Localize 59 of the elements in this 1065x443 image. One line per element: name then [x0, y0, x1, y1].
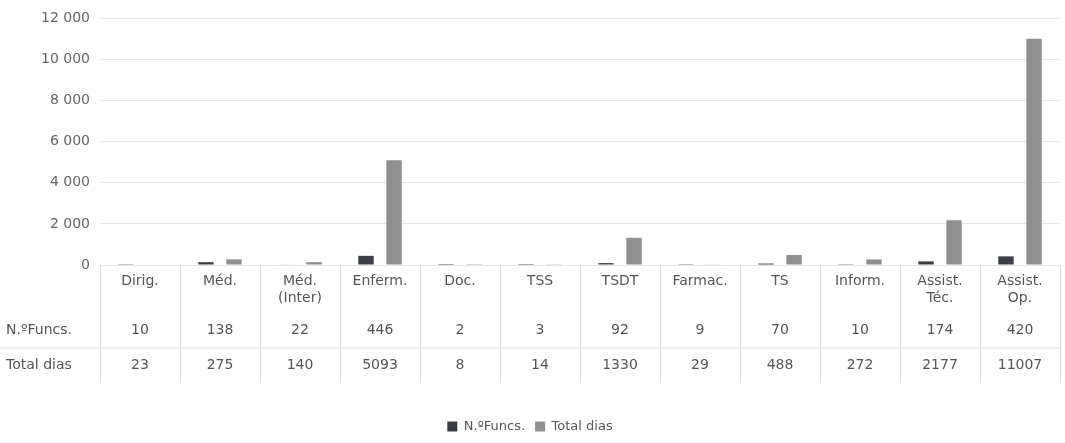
- bar: [226, 259, 242, 265]
- x-tick-label: Assist. Op.: [997, 272, 1043, 305]
- bar: [626, 237, 642, 265]
- bar: [386, 160, 402, 265]
- x-tick-label: Enferm.: [352, 272, 408, 289]
- data-label: 140: [286, 355, 314, 372]
- x-tick-label: TSDT: [600, 272, 639, 289]
- x-tick-label: Dirig.: [121, 272, 159, 289]
- data-label: 272: [846, 355, 874, 372]
- data-label: 10: [131, 320, 149, 337]
- x-tick-label: Farmac.: [672, 272, 728, 289]
- data-label: 174: [926, 320, 954, 337]
- x-tick-label: TSS: [525, 272, 554, 289]
- data-label: 2177: [922, 355, 958, 372]
- x-tick-label: Méd. (Inter): [278, 272, 322, 305]
- data-label: 1330: [602, 355, 638, 372]
- y-tick-label: 0: [81, 255, 90, 272]
- bar: [306, 262, 322, 265]
- data-label: 275: [206, 355, 234, 372]
- data-label: 23: [131, 355, 149, 372]
- data-label: 22: [291, 320, 309, 337]
- x-tick-label: Inform.: [834, 272, 886, 289]
- bar: [1026, 38, 1042, 265]
- bar: [946, 220, 962, 265]
- data-label: 420: [1006, 320, 1034, 337]
- data-label: 488: [766, 355, 794, 372]
- text: Total dias: [6, 355, 72, 372]
- data-label: 29: [691, 355, 709, 372]
- x-tick-label: Assist. Téc.: [917, 272, 963, 305]
- data-label: 446: [366, 320, 394, 337]
- legend-label: N.ºFuncs.: [463, 417, 526, 433]
- bar: [786, 254, 802, 265]
- data-label: 3: [535, 320, 545, 337]
- x-tick-label: Doc.: [444, 272, 476, 289]
- data-label: 10: [851, 320, 869, 337]
- bar: [198, 262, 214, 265]
- y-tick-label: 4 000: [49, 173, 90, 190]
- bar: [918, 261, 934, 265]
- data-label: 2: [455, 320, 465, 337]
- data-label: 11007: [997, 355, 1043, 372]
- x-tick-label: Méd.: [202, 272, 238, 289]
- x-tick-label: TS: [770, 272, 789, 289]
- y-tick-label: 6 000: [49, 132, 90, 149]
- data-label: 14: [531, 355, 549, 372]
- bar: [358, 255, 374, 265]
- bar: [998, 256, 1014, 265]
- data-label: 8: [455, 355, 465, 372]
- data-label: 70: [771, 320, 789, 337]
- data-label: 5093: [362, 355, 398, 372]
- y-tick-label: 2 000: [49, 214, 90, 231]
- text: N.ºFuncs.: [6, 320, 72, 337]
- y-tick-label: 12 000: [41, 9, 90, 26]
- bar: [866, 259, 882, 265]
- y-tick-label: 10 000: [41, 50, 90, 67]
- y-tick-label: 8 000: [49, 91, 90, 108]
- data-label: 9: [695, 320, 705, 337]
- data-label: 92: [611, 320, 629, 337]
- data-label: 138: [206, 320, 234, 337]
- legend-label: Total dias: [550, 417, 613, 433]
